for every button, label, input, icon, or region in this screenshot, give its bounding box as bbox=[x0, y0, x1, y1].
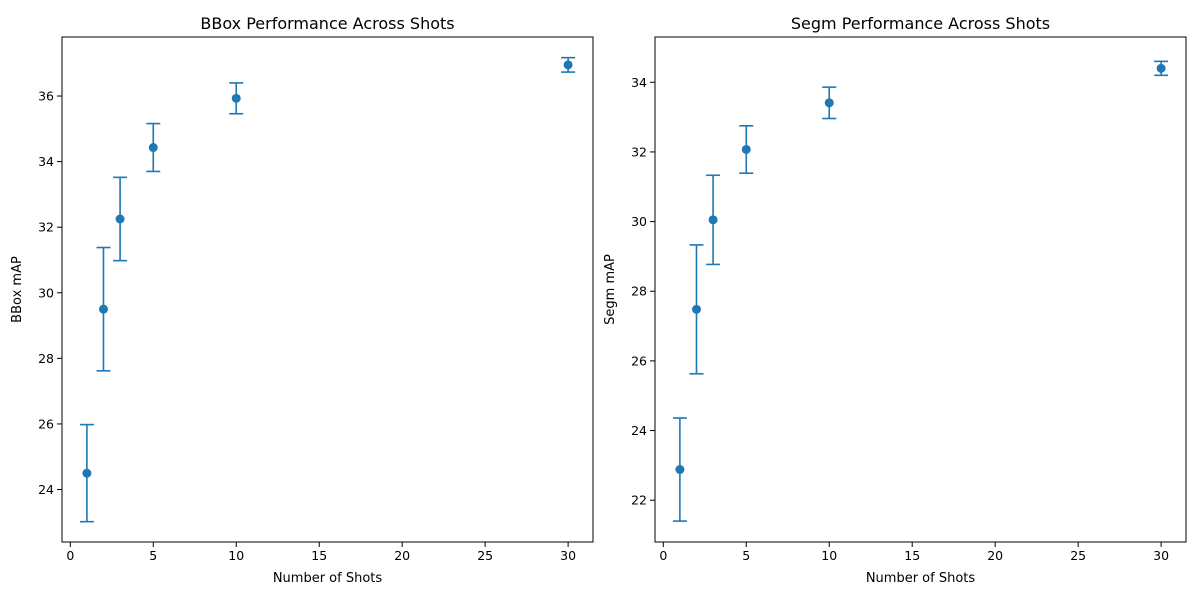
bbox-x-tick-label: 5 bbox=[149, 548, 157, 563]
bbox-x-tick-label: 20 bbox=[394, 548, 410, 563]
segm-x-tick-label: 20 bbox=[987, 548, 1003, 563]
segm-x-tick-label: 30 bbox=[1153, 548, 1169, 563]
bbox-data-point bbox=[115, 214, 125, 224]
segm-chart-title: Segm Performance Across Shots bbox=[791, 14, 1050, 33]
segm-x-tick-label: 10 bbox=[821, 548, 837, 563]
segm-data-point bbox=[708, 215, 718, 225]
segm-data-point bbox=[675, 465, 685, 475]
segm-y-tick-label: 34 bbox=[631, 75, 647, 90]
segm-x-tick-label: 25 bbox=[1070, 548, 1086, 563]
segm-x-tick-label: 0 bbox=[659, 548, 667, 563]
segm-data-point bbox=[691, 304, 701, 314]
bbox-x-tick-label: 25 bbox=[477, 548, 493, 563]
segm-data-point bbox=[824, 98, 834, 108]
bbox-y-tick-label: 24 bbox=[38, 482, 54, 497]
bbox-y-tick-label: 30 bbox=[38, 285, 54, 300]
bbox-y-tick-label: 26 bbox=[38, 416, 54, 431]
bbox-chart-panel: 0 5 10 15 20 25 30 24 26 28 30 32 34 36 BBox Performan… bbox=[10, 14, 594, 586]
segm-y-tick-label: 24 bbox=[631, 423, 647, 438]
segm-y-tick-label: 32 bbox=[631, 144, 647, 159]
segm-y-axis-label: Segm mAP bbox=[603, 254, 618, 325]
bbox-x-tick-label: 10 bbox=[228, 548, 244, 563]
segm-chart-panel: 0 5 10 15 20 25 30 22 24 26 28 30 32 34 Segm Performan… bbox=[603, 14, 1187, 586]
segm-x-tick-label: 5 bbox=[742, 548, 750, 563]
bbox-y-tick-label: 28 bbox=[38, 351, 54, 366]
segm-x-tick-label: 15 bbox=[904, 548, 920, 563]
bbox-y-tick-label: 36 bbox=[38, 89, 54, 104]
bbox-y-tick-label: 32 bbox=[38, 220, 54, 235]
bbox-y-tick-label: 34 bbox=[38, 154, 54, 169]
bbox-y-axis-label: BBox mAP bbox=[10, 256, 25, 323]
segm-y-tick-label: 22 bbox=[631, 493, 647, 508]
bbox-chart-title: BBox Performance Across Shots bbox=[200, 14, 454, 33]
bbox-x-tick-label: 15 bbox=[311, 548, 327, 563]
segm-data-point bbox=[1156, 63, 1166, 73]
bbox-data-point bbox=[231, 93, 241, 103]
bbox-plot-frame bbox=[61, 36, 594, 543]
bbox-data-point bbox=[148, 143, 158, 153]
bbox-data-point bbox=[98, 304, 108, 314]
segm-plot-frame bbox=[654, 36, 1187, 543]
segm-y-tick-label: 30 bbox=[631, 214, 647, 229]
bbox-x-tick-label: 0 bbox=[66, 548, 74, 563]
bbox-data-point bbox=[82, 468, 92, 478]
bbox-data-point bbox=[563, 60, 573, 70]
segm-data-point bbox=[741, 144, 751, 154]
segm-y-tick-label: 28 bbox=[631, 284, 647, 299]
segm-y-tick-label: 26 bbox=[631, 353, 647, 368]
bbox-x-tick-label: 30 bbox=[560, 548, 576, 563]
bbox-x-axis-label: Number of Shots bbox=[273, 571, 383, 586]
segm-x-axis-label: Number of Shots bbox=[866, 571, 976, 586]
